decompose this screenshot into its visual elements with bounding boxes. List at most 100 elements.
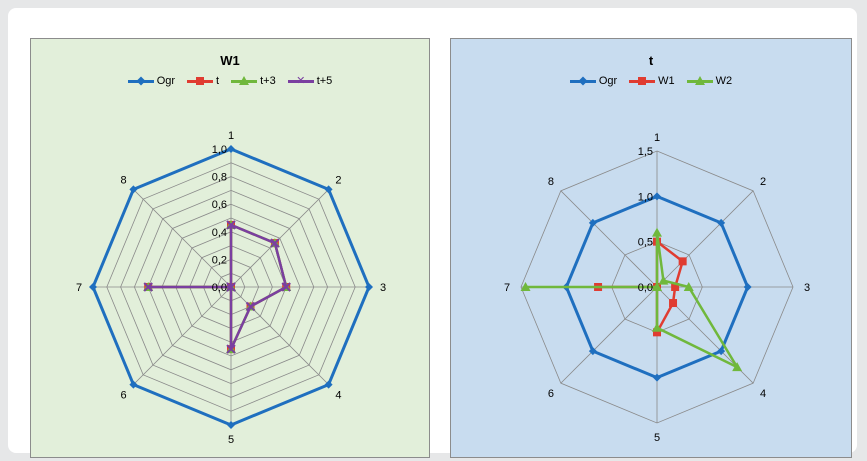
data-point-5	[652, 322, 662, 332]
data-point-4	[245, 301, 256, 312]
chart-legend: Ogr W1 W2	[451, 75, 851, 87]
data-point-1	[226, 220, 236, 230]
chart-legend: Ogr t t+3 ✕ t+5	[31, 75, 429, 87]
data-point-7	[520, 282, 531, 291]
category-label-5: 5	[654, 432, 660, 444]
legend-label: Ogr	[598, 75, 618, 87]
axis-spoke	[133, 189, 232, 288]
category-label-8: 8	[548, 176, 554, 188]
radar-chart-w1: 1 2 3 4 5 6 7 8 0,0 0,2 0,4 0,6 0,8 1,0 W1 Ogr t t+3 ✕ t+…	[30, 38, 430, 458]
legend-label: W2	[715, 75, 733, 87]
axis-spoke	[230, 189, 329, 288]
figure-frame: 1 2 3 4 5 6 7 8 0,0 0,2 0,4 0,6 0,8 1,0 W1 Ogr t t+3 ✕ t+…	[8, 8, 857, 458]
tick-label: 0,4	[212, 227, 227, 239]
series-t-5	[143, 220, 291, 354]
tick-label: 0,8	[212, 172, 227, 184]
legend-swatch	[231, 76, 258, 86]
category-label-1: 1	[654, 132, 660, 144]
tick-label: 0,5	[638, 237, 653, 249]
tick-label: 1,0	[638, 191, 653, 203]
series-ogr	[562, 192, 752, 382]
tick-label: 1,5	[638, 146, 653, 158]
category-label-6: 6	[548, 388, 554, 400]
series-ogr	[89, 145, 373, 429]
data-point-1	[227, 145, 235, 153]
tick-label: 1,0	[212, 144, 227, 156]
legend-label: t+5	[316, 75, 333, 87]
legend-label: t	[216, 75, 220, 87]
legend-swatch	[187, 76, 214, 86]
legend-swatch	[686, 76, 713, 86]
category-label-7: 7	[76, 282, 82, 294]
data-point-8	[588, 218, 597, 227]
data-point-1	[653, 192, 661, 201]
series-line	[525, 232, 741, 371]
data-point-3	[743, 283, 752, 291]
radar-plot-area-w1: 1 2 3 4 5 6 7 8 0,0 0,2 0,4 0,6 0,8 1,0	[76, 130, 386, 446]
tick-label: 0,0	[212, 282, 227, 294]
category-label-4: 4	[760, 388, 766, 400]
data-point-3	[281, 282, 291, 292]
tick-label: 0,0	[638, 282, 653, 294]
legend-item: t	[187, 75, 219, 87]
data-point-2	[658, 275, 669, 285]
legend-label: W1	[658, 75, 675, 87]
data-point-5	[226, 344, 236, 354]
data-point-3	[365, 283, 373, 291]
category-label-1: 1	[228, 130, 234, 142]
tick-label: 0,6	[212, 199, 227, 211]
category-label-5: 5	[228, 434, 234, 446]
series-w2	[520, 227, 743, 372]
category-label-7: 7	[504, 282, 510, 294]
axis-spoke	[560, 286, 658, 384]
data-point-8	[652, 282, 662, 291]
data-point-6	[588, 347, 597, 356]
data-point-4	[717, 347, 726, 356]
axis-spoke	[560, 190, 658, 288]
legend-swatch: ✕	[287, 76, 314, 87]
radar-plot-area-t: 1 2 3 4 5 6 7 8 0,0 0,5 1,0 1,5	[504, 132, 810, 444]
data-point-7	[143, 282, 153, 292]
data-point-3	[683, 282, 694, 291]
legend-item: Ogr	[569, 75, 618, 87]
category-label-2: 2	[335, 175, 341, 187]
legend-swatch	[127, 76, 154, 86]
category-label-3: 3	[804, 282, 810, 294]
data-point-4	[324, 380, 333, 389]
legend-item: W2	[686, 75, 733, 87]
legend-item: Ogr	[127, 75, 176, 87]
category-label-6: 6	[120, 389, 126, 401]
axis-spoke	[656, 190, 754, 288]
tick-label: 0,2	[212, 254, 227, 266]
data-point-7	[89, 283, 97, 291]
legend-label: Ogr	[156, 75, 176, 87]
category-label-3: 3	[380, 282, 386, 294]
chart-title: W1	[220, 53, 240, 68]
category-label-2: 2	[760, 176, 766, 188]
legend-item: t+3	[231, 75, 276, 87]
data-point-3	[671, 283, 680, 291]
legend-item: W1	[629, 75, 675, 87]
legend-item: ✕ t+5	[287, 75, 333, 87]
data-point-1	[652, 227, 662, 237]
legend-swatch	[569, 76, 596, 86]
data-point-5	[227, 421, 235, 429]
data-point-2	[717, 218, 726, 227]
category-label-4: 4	[335, 389, 341, 401]
legend-label: t+3	[260, 75, 276, 87]
data-point-2	[324, 185, 333, 194]
category-label-8: 8	[120, 175, 126, 187]
data-point-6	[129, 380, 138, 389]
data-point-2	[270, 238, 280, 248]
data-point-4	[732, 362, 743, 372]
data-point-2	[678, 257, 687, 266]
data-point-5	[653, 373, 661, 382]
data-point-4	[669, 299, 678, 308]
data-point-5	[653, 328, 661, 337]
data-point-8	[226, 282, 236, 292]
chart-title: t	[648, 53, 654, 68]
radar-chart-t: 1 2 3 4 5 6 7 8 0,0 0,5 1,0 1,5 t Ogr W1 W2	[450, 38, 852, 458]
legend-swatch	[629, 76, 656, 86]
axis-spoke	[133, 286, 232, 385]
data-point-8	[129, 185, 138, 194]
